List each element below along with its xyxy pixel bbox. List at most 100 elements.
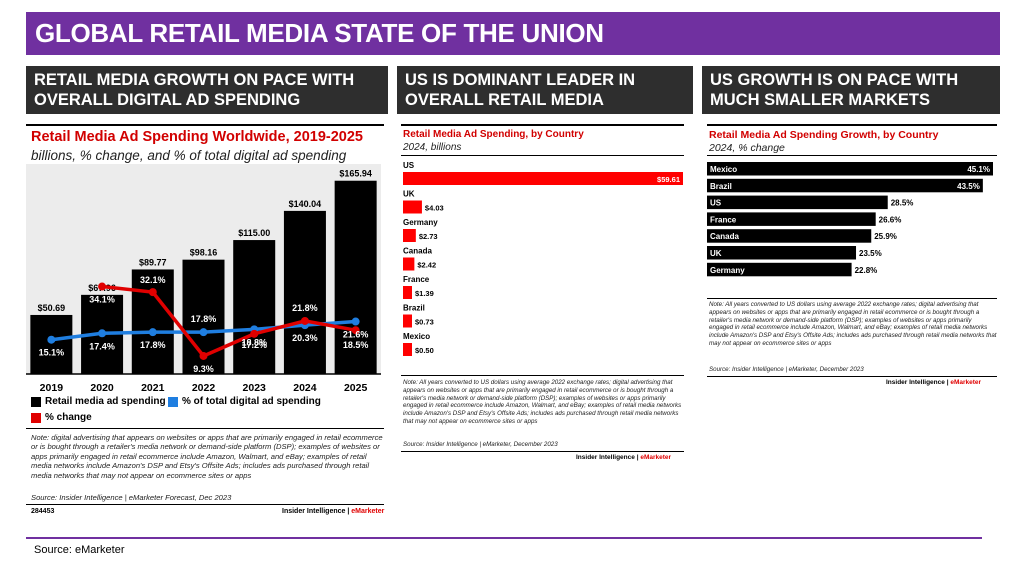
bar-label-2023: $115.00 xyxy=(238,228,270,238)
main-title: GLOBAL RETAIL MEDIA STATE OF THE UNION xyxy=(35,18,604,48)
panel-3-header: US GROWTH IS ON PACE WITH MUCH SMALLER M… xyxy=(702,66,1000,114)
value-label-Mexico: $0.50 xyxy=(415,346,434,355)
bar-UK xyxy=(707,246,857,260)
legend-swatch-blue xyxy=(168,396,178,407)
bar-Germany xyxy=(403,229,416,242)
chart-1-top-rule xyxy=(26,124,384,126)
chart-3-footer-rule xyxy=(707,376,997,377)
share-label-2025: 21.6% xyxy=(343,330,369,340)
x-tick-2021: 2021 xyxy=(141,382,165,394)
chart-3-brand-em: eMarketer xyxy=(950,379,982,386)
x-tick-2019: 2019 xyxy=(40,382,64,394)
change-point-2020 xyxy=(98,282,107,291)
share-label-2023: 18.8% xyxy=(241,337,267,347)
chart-2-source: Source: Insider Intelligence | eMarketer… xyxy=(403,441,558,448)
change-point-2021 xyxy=(148,288,157,297)
chart-2-subtitle: 2024, billions xyxy=(403,142,462,153)
value-label-Brazil: 43.5% xyxy=(957,182,980,191)
value-label-Germany: 22.8% xyxy=(855,266,878,275)
change-label-2021: 32.1% xyxy=(140,275,166,285)
bar-label-2019: $50.69 xyxy=(38,303,66,313)
value-label-UK: $4.03 xyxy=(425,204,444,213)
value-label-US: 28.5% xyxy=(891,199,914,208)
country-label-Brazil: Brazil xyxy=(403,304,425,313)
value-label-Brazil: $0.73 xyxy=(415,318,434,327)
change-line xyxy=(101,284,356,359)
share-label-2019: 15.1% xyxy=(39,348,65,358)
chart-1-brand: Insider Intelligence | eMarketer xyxy=(282,508,385,515)
chart-3-note-rule xyxy=(707,298,997,299)
chart-2-brand: Insider Intelligence | eMarketer xyxy=(576,454,672,461)
chart-2-brand-em: eMarketer xyxy=(640,454,672,461)
share-label-2020: 17.4% xyxy=(89,341,115,351)
change-label-2025: 18.5% xyxy=(343,340,369,350)
x-tick-2020: 2020 xyxy=(90,382,114,394)
bar-Canada xyxy=(403,257,415,271)
country-label-Germany: Germany xyxy=(710,266,745,275)
country-label-Mexico: Mexico xyxy=(403,332,430,341)
country-label-Mexico: Mexico xyxy=(710,165,737,174)
country-label-UK: UK xyxy=(403,190,415,199)
country-label-France: France xyxy=(403,275,430,284)
bar-Brazil xyxy=(403,314,412,328)
bar-label-2022: $98.16 xyxy=(190,248,218,258)
change-point-2025 xyxy=(351,326,360,335)
legend-retail-media-spending: Retail media ad spending xyxy=(31,396,166,407)
bar-Mexico xyxy=(403,343,412,356)
value-label-France: $1.39 xyxy=(415,289,434,298)
value-label-UK: 23.5% xyxy=(859,249,882,258)
change-point-2024 xyxy=(300,316,309,325)
country-label-US: US xyxy=(403,161,415,170)
x-tick-2022: 2022 xyxy=(192,382,216,394)
country-label-UK: UK xyxy=(710,249,722,258)
change-label-2020: 34.1% xyxy=(89,295,115,305)
legend-share-of-digital: % of total digital ad spending xyxy=(168,396,321,407)
share-label-2021: 17.8% xyxy=(140,340,166,350)
chart-1-subtitle: billions, % change, and % of total digit… xyxy=(31,148,347,163)
panel-2-header-text: US IS DOMINANT LEADER IN OVERALL RETAIL … xyxy=(405,71,636,109)
growth-by-country-chart: Mexico 45.1% Brazil 43.5% US 28.5% France 26.6%… xyxy=(707,162,993,277)
bar-2024 xyxy=(283,210,326,374)
chart-3-subtitle: 2024, % change xyxy=(709,142,785,154)
bar-2023 xyxy=(233,240,276,374)
share-label-2024: 20.3% xyxy=(292,333,318,343)
chart-1-title: Retail Media Ad Spending Worldwide, 2019… xyxy=(31,129,363,145)
legend-label-share: % of total digital ad spending xyxy=(182,396,321,407)
share-label-2022: 17.8% xyxy=(191,314,217,324)
panel-2-header: US IS DOMINANT LEADER IN OVERALL RETAIL … xyxy=(397,66,693,114)
chart-3-source: Source: Insider Intelligence | eMarketer… xyxy=(709,366,864,373)
chart-2-title: Retail Media Ad Spending, by Country xyxy=(403,129,584,140)
chart-3-top-rule xyxy=(707,124,997,126)
chart-3-brand: Insider Intelligence | eMarketer xyxy=(886,379,982,386)
chart-1-id: 284453 xyxy=(31,508,55,515)
bar-UK xyxy=(403,200,422,214)
share-point-2022 xyxy=(199,328,208,337)
bar-2019 xyxy=(30,314,73,374)
change-label-2024: 21.8% xyxy=(292,303,318,313)
chart-1-source: Source: Insider Intelligence | eMarketer… xyxy=(31,493,232,502)
bar-Brazil xyxy=(707,178,983,193)
footer-rule xyxy=(26,537,982,539)
change-point-2022 xyxy=(199,351,208,360)
panel-1-header-text: RETAIL MEDIA GROWTH ON PACE WITH OVERALL… xyxy=(34,71,355,109)
value-label-Mexico: 45.1% xyxy=(967,165,990,174)
legend-label-spending: Retail media ad spending xyxy=(45,396,166,407)
legend-swatch-black xyxy=(31,396,41,407)
bar-label-2024: $140.04 xyxy=(289,199,322,209)
chart-2-brand-name: Insider Intelligence xyxy=(576,454,635,461)
legend-percent-change: % change xyxy=(31,412,92,423)
panel-1-header: RETAIL MEDIA GROWTH ON PACE WITH OVERALL… xyxy=(26,66,388,114)
country-label-Germany: Germany xyxy=(403,218,438,227)
spending-by-country-chart: US $59.61 UK $4.03 Germany $2.73 Canada $2.42 Fr… xyxy=(403,161,683,356)
change-point-2023 xyxy=(250,329,259,338)
chart-2-top-rule xyxy=(401,124,684,126)
country-label-US: US xyxy=(710,199,722,208)
bar-2021 xyxy=(131,269,174,374)
share-point-2021 xyxy=(148,328,157,337)
share-point-2025 xyxy=(351,317,360,326)
main-title-banner: GLOBAL RETAIL MEDIA STATE OF THE UNION xyxy=(26,12,1000,55)
bar-US xyxy=(707,195,888,210)
chart-2-note: Note: All years converted to US dollars … xyxy=(403,379,682,425)
chart-2-footer-rule xyxy=(401,451,684,452)
bar-US xyxy=(403,172,683,185)
